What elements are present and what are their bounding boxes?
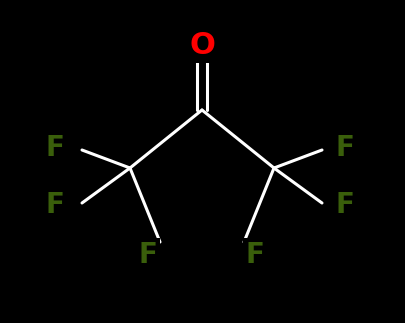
Text: F: F [139, 241, 158, 269]
Text: F: F [336, 134, 354, 162]
Text: O: O [189, 30, 215, 59]
Text: F: F [45, 191, 64, 219]
Text: F: F [45, 134, 64, 162]
Text: F: F [245, 241, 264, 269]
Text: F: F [336, 191, 354, 219]
